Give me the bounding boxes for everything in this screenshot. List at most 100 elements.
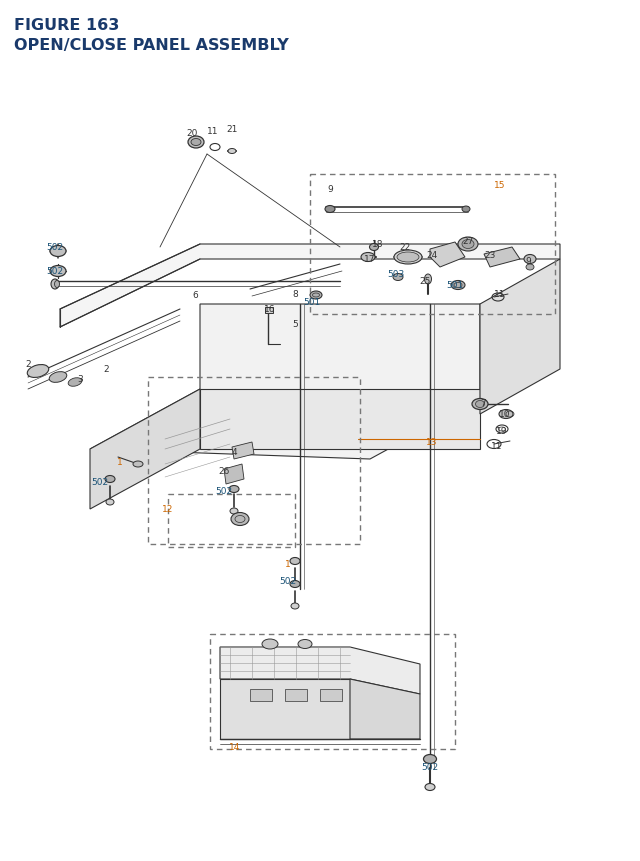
Text: 9: 9 [525, 257, 531, 266]
Ellipse shape [28, 365, 49, 378]
Polygon shape [480, 260, 560, 414]
Polygon shape [220, 647, 420, 694]
Text: FIGURE 163: FIGURE 163 [14, 18, 120, 33]
Text: 5: 5 [292, 320, 298, 329]
Ellipse shape [68, 378, 82, 387]
Ellipse shape [462, 240, 474, 249]
Ellipse shape [361, 253, 375, 263]
Ellipse shape [424, 754, 436, 764]
Ellipse shape [290, 558, 300, 565]
Text: 17: 17 [364, 255, 376, 264]
Text: 502: 502 [47, 243, 63, 252]
Text: 27: 27 [462, 238, 474, 246]
Polygon shape [430, 243, 465, 268]
Polygon shape [90, 305, 480, 460]
Text: 13: 13 [426, 438, 438, 447]
Text: 16: 16 [264, 305, 276, 314]
Text: 21: 21 [227, 124, 237, 133]
Text: 502: 502 [280, 577, 296, 585]
Ellipse shape [424, 275, 431, 285]
Text: 3: 3 [77, 375, 83, 384]
Ellipse shape [394, 251, 422, 264]
Ellipse shape [230, 508, 238, 514]
Ellipse shape [524, 255, 536, 264]
Ellipse shape [50, 266, 66, 277]
Text: 1: 1 [285, 560, 291, 569]
Text: 25: 25 [419, 277, 431, 286]
Ellipse shape [462, 207, 470, 213]
Text: 11: 11 [492, 442, 503, 451]
Ellipse shape [325, 207, 335, 214]
Ellipse shape [476, 401, 484, 408]
Ellipse shape [228, 149, 236, 154]
Text: 23: 23 [484, 251, 496, 260]
Text: 24: 24 [426, 251, 438, 260]
Bar [310, 175, 555, 314]
Bar [265, 307, 273, 313]
Ellipse shape [51, 280, 59, 289]
Ellipse shape [458, 238, 478, 251]
Bar [168, 494, 295, 548]
Bar [148, 378, 360, 544]
Ellipse shape [231, 513, 249, 526]
Text: 9: 9 [327, 185, 333, 195]
Text: 19: 19 [496, 427, 508, 436]
Text: 10: 10 [499, 410, 511, 419]
Text: 6: 6 [192, 291, 198, 300]
Text: OPEN/CLOSE PANEL ASSEMBLY: OPEN/CLOSE PANEL ASSEMBLY [14, 38, 289, 53]
Ellipse shape [298, 640, 312, 648]
Text: 2: 2 [25, 360, 31, 369]
Ellipse shape [106, 499, 114, 505]
Polygon shape [90, 389, 200, 510]
Ellipse shape [472, 399, 488, 410]
Ellipse shape [54, 282, 60, 288]
Ellipse shape [369, 245, 378, 251]
Ellipse shape [229, 486, 239, 493]
Ellipse shape [291, 604, 299, 610]
Ellipse shape [499, 410, 513, 419]
Polygon shape [232, 443, 254, 460]
Text: 8: 8 [292, 290, 298, 299]
Text: 14: 14 [229, 743, 241, 752]
Text: 11: 11 [207, 127, 219, 136]
Polygon shape [484, 248, 520, 268]
Polygon shape [200, 389, 480, 449]
Text: 502: 502 [92, 478, 109, 487]
Polygon shape [224, 464, 244, 485]
Text: 4: 4 [231, 448, 237, 457]
Text: 18: 18 [372, 240, 384, 249]
Bar [285, 689, 307, 701]
Text: 502: 502 [421, 763, 438, 771]
Ellipse shape [191, 139, 201, 146]
Text: 22: 22 [399, 243, 411, 252]
Text: 11: 11 [494, 290, 506, 299]
Ellipse shape [451, 282, 465, 290]
Bar [210, 635, 455, 749]
Text: 7: 7 [480, 399, 486, 408]
Text: 501: 501 [446, 282, 463, 290]
Polygon shape [220, 679, 350, 739]
Ellipse shape [133, 461, 143, 468]
Ellipse shape [49, 372, 67, 383]
Text: 1: 1 [117, 458, 123, 467]
Text: 26: 26 [218, 467, 230, 476]
Text: 502: 502 [47, 267, 63, 276]
Ellipse shape [105, 476, 115, 483]
Ellipse shape [397, 253, 419, 263]
Text: 503: 503 [387, 270, 404, 279]
Ellipse shape [290, 581, 300, 588]
Ellipse shape [393, 274, 403, 282]
Text: 2: 2 [103, 365, 109, 374]
Ellipse shape [310, 292, 322, 300]
Ellipse shape [425, 784, 435, 790]
Bar [320, 689, 342, 701]
Ellipse shape [50, 246, 66, 257]
Text: 501: 501 [303, 298, 321, 307]
Text: 502: 502 [216, 487, 232, 496]
Polygon shape [350, 679, 420, 739]
Text: 15: 15 [494, 180, 506, 189]
Bar [250, 689, 272, 701]
Text: 12: 12 [163, 505, 173, 514]
Polygon shape [60, 245, 560, 328]
Ellipse shape [188, 137, 204, 149]
